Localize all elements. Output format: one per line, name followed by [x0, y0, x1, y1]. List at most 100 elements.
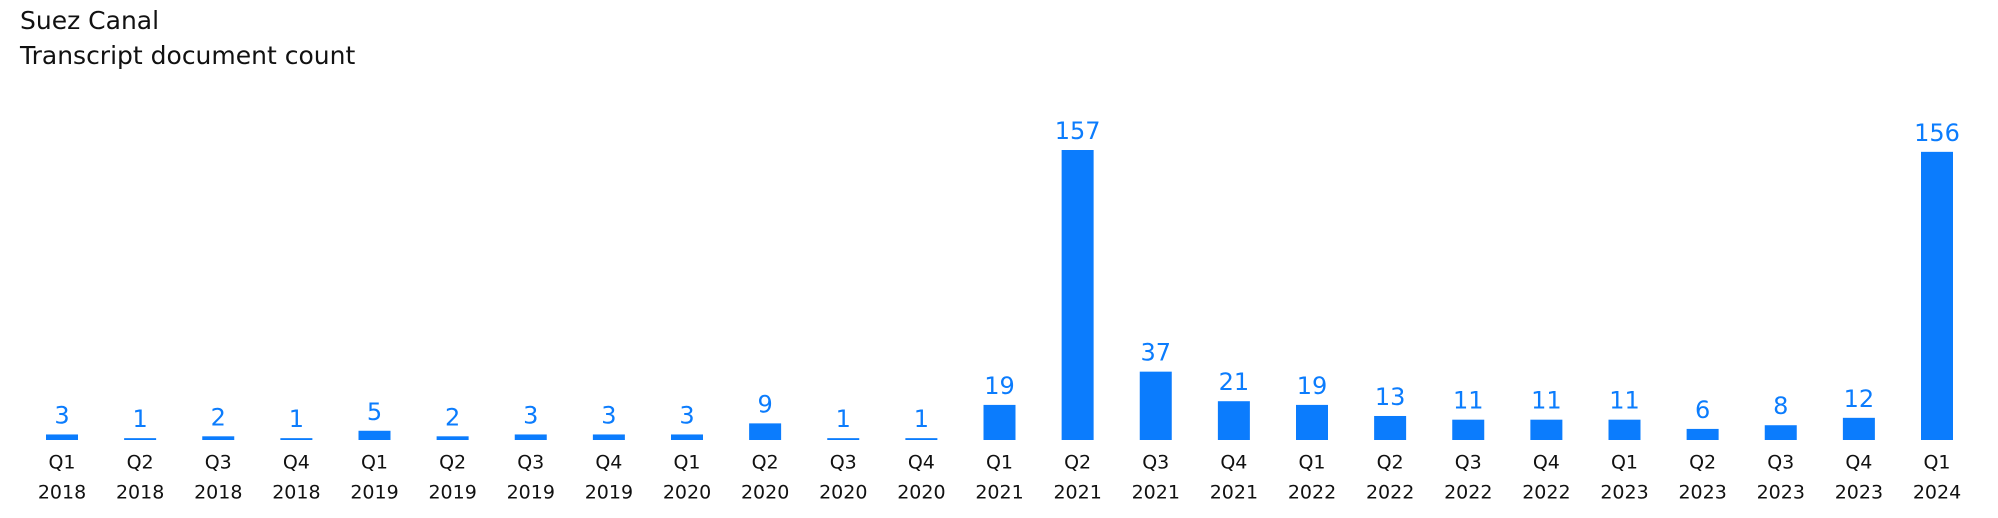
x-tick-label: 2021	[1132, 482, 1180, 504]
value-label: 3	[679, 401, 694, 429]
chart-subtitle: Transcript document count	[19, 41, 355, 70]
value-label: 37	[1140, 339, 1171, 367]
x-tick-label: Q2	[1377, 452, 1404, 474]
value-label: 11	[1531, 387, 1562, 415]
value-label: 157	[1055, 117, 1101, 145]
value-label: 2	[445, 403, 460, 431]
x-tick-label: Q1	[1298, 452, 1325, 474]
value-label: 1	[289, 405, 304, 433]
x-tick-label: 2018	[194, 482, 242, 504]
value-label: 1	[914, 405, 929, 433]
x-tick-label: Q2	[127, 452, 154, 474]
bar	[827, 438, 860, 440]
x-tick-label: 2022	[1366, 482, 1414, 504]
bar	[749, 423, 782, 440]
bar	[280, 438, 313, 440]
x-tick-label: 2023	[1835, 482, 1883, 504]
x-tick-label: 2021	[975, 482, 1023, 504]
x-tick-label: 2022	[1522, 482, 1570, 504]
x-tick-label: 2023	[1757, 482, 1805, 504]
x-tick-label: 2019	[428, 482, 476, 504]
x-tick-label: 2024	[1913, 482, 1961, 504]
x-tick-label: Q3	[517, 452, 544, 474]
x-tick-label: Q2	[439, 452, 466, 474]
bar	[1217, 401, 1250, 440]
bar	[1530, 419, 1563, 440]
x-tick-label: 2020	[663, 482, 711, 504]
x-tick-label: Q1	[986, 452, 1013, 474]
value-label: 3	[523, 401, 538, 429]
value-label: 1	[836, 405, 851, 433]
value-label: 6	[1695, 396, 1710, 424]
x-tick-label: Q3	[1142, 452, 1169, 474]
x-tick-label: 2019	[507, 482, 555, 504]
x-tick-label: 2022	[1444, 482, 1492, 504]
value-label: 3	[54, 401, 69, 429]
bar	[358, 430, 391, 440]
bar	[202, 436, 235, 440]
x-tick-label: 2018	[38, 482, 86, 504]
value-label: 3	[601, 401, 616, 429]
bar	[1374, 415, 1407, 440]
x-tick-label: 2020	[897, 482, 945, 504]
x-tick-label: Q4	[1533, 452, 1560, 474]
value-label: 21	[1219, 368, 1250, 396]
x-tick-label: 2021	[1053, 482, 1101, 504]
x-tick-label: Q2	[1689, 452, 1716, 474]
x-tick-label: Q2	[1064, 452, 1091, 474]
bar	[1296, 404, 1328, 440]
value-label: 5	[367, 398, 382, 426]
x-tick-label: 2023	[1600, 482, 1648, 504]
x-tick-label: 2020	[741, 482, 789, 504]
x-tick-label: Q2	[752, 452, 779, 474]
value-label: 19	[1297, 372, 1328, 400]
bar	[1452, 419, 1485, 440]
bar	[1686, 428, 1719, 440]
x-tick-label: Q3	[205, 452, 232, 474]
x-tick-label: Q4	[1845, 452, 1872, 474]
x-tick-label: Q1	[673, 452, 700, 474]
x-tick-label: 2019	[585, 482, 633, 504]
x-tick-label: Q4	[1220, 452, 1247, 474]
bar	[124, 438, 157, 440]
x-tick-label: Q4	[283, 452, 310, 474]
x-tick-label: 2020	[819, 482, 867, 504]
x-tick-label: Q1	[1611, 452, 1638, 474]
x-tick-label: Q3	[830, 452, 857, 474]
x-tick-label: 2018	[272, 482, 320, 504]
bar	[436, 436, 469, 440]
value-label: 11	[1453, 387, 1484, 415]
value-label: 12	[1844, 385, 1875, 413]
value-label: 1	[132, 405, 147, 433]
x-tick-label: 2019	[350, 482, 398, 504]
bar	[1764, 425, 1797, 440]
x-tick-label: Q3	[1455, 452, 1482, 474]
value-label: 9	[757, 390, 772, 418]
x-tick-label: 2018	[116, 482, 164, 504]
x-tick-label: Q3	[1767, 452, 1794, 474]
bar	[1061, 150, 1094, 440]
value-label: 156	[1914, 119, 1960, 147]
value-label: 8	[1773, 392, 1788, 420]
bar	[46, 434, 78, 440]
bar	[905, 438, 938, 440]
x-tick-label: Q1	[361, 452, 388, 474]
bar	[514, 434, 547, 440]
bar	[1921, 151, 1953, 440]
x-tick-label: Q4	[908, 452, 935, 474]
value-label: 11	[1609, 387, 1640, 415]
bar	[671, 434, 703, 440]
x-tick-label: 2023	[1678, 482, 1726, 504]
x-tick-label: Q4	[595, 452, 622, 474]
x-tick-label: 2022	[1288, 482, 1336, 504]
bar	[1842, 417, 1875, 440]
value-label: 19	[984, 372, 1015, 400]
bar	[592, 434, 625, 440]
chart-title: Suez Canal	[20, 6, 159, 35]
value-label: 2	[211, 403, 226, 431]
x-tick-label: Q1	[1923, 452, 1950, 474]
value-label: 13	[1375, 383, 1406, 411]
bar	[1608, 419, 1641, 440]
bar	[1139, 371, 1172, 440]
